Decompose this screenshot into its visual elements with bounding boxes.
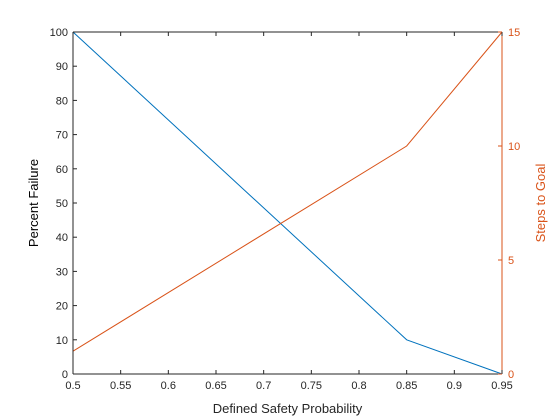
left-y-tick-label: 30 [56, 266, 68, 278]
x-tick-label: 0.7 [256, 380, 271, 392]
axes: 0.5 0.55 0.6 0.65 0.7 0.75 0.8 0.85 0.9 0.9501020… [50, 27, 521, 392]
right-y-tick-label: 5 [508, 255, 514, 267]
left-y-tick-label: 50 [56, 198, 68, 210]
percent-failure-line [72, 31, 503, 375]
x-tick-label: 0.55 [110, 380, 131, 392]
x-tick-label: 0.75 [301, 380, 322, 392]
x-tick-label: 0.9 [447, 380, 462, 392]
x-axis-label: Defined Safety Probability [213, 401, 363, 416]
right-y-tick-label: 15 [508, 27, 520, 39]
right-y-axis-label: Steps to Goal [533, 164, 548, 243]
left-y-tick-label: 70 [56, 130, 68, 142]
right-y-tick-label: 10 [508, 141, 520, 153]
left-y-tick-label: 100 [50, 27, 68, 39]
steps-to-goal-line [72, 31, 503, 352]
left-y-tick-label: 40 [56, 232, 68, 244]
x-tick-label: 0.5 [65, 380, 80, 392]
left-y-tick-label: 10 [56, 335, 68, 347]
x-tick-label: 0.6 [161, 380, 176, 392]
x-tick-label: 0.8 [351, 380, 366, 392]
plot-area [72, 31, 503, 375]
left-y-tick-label: 60 [56, 164, 68, 176]
left-y-tick-label: 20 [56, 301, 68, 313]
left-y-tick-label: 80 [56, 95, 68, 107]
right-y-tick-label: 0 [508, 369, 514, 381]
left-y-tick-label: 0 [62, 369, 68, 381]
left-y-axis-label: Percent Failure [26, 159, 41, 247]
x-tick-label: 0.85 [396, 380, 417, 392]
left-y-tick-label: 90 [56, 61, 68, 73]
x-tick-label: 0.95 [491, 380, 512, 392]
x-tick-label: 0.65 [205, 380, 226, 392]
